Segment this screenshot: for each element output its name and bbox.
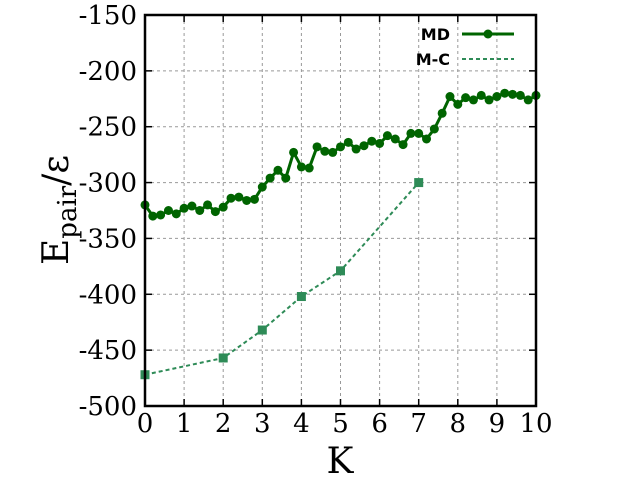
data-point-md [234,192,244,202]
y-axis-title-main: E [36,239,77,265]
data-point-md [218,202,228,212]
data-point-md [359,141,369,151]
data-point-md [320,146,330,156]
data-point-md [195,206,205,215]
data-point-md [312,142,322,152]
data-point-m-c [296,292,306,302]
data-point-m-c [218,353,228,363]
ticks: 0 1 2 3 4 5 6 7 8 9 10 -150 -200 -250 -300 -350 -400 -450… [79,1,553,439]
data-point-md [242,195,252,205]
legend-marker-md [483,29,493,39]
series-md [140,88,541,221]
data-point-md [468,95,478,105]
data-point-md [382,131,392,141]
x-tick-label: 9 [489,409,506,439]
data-point-m-c [257,325,267,335]
data-point-md [484,95,494,105]
data-point-md [226,193,236,203]
y-tick-label: -400 [79,280,137,310]
series-line-m-c [144,181,420,376]
data-point-md [265,173,275,183]
data-point-md [398,140,408,150]
x-tick-label: 2 [215,409,232,439]
data-point-md [508,89,518,99]
data-point-md [289,147,299,157]
data-point-md [179,203,189,213]
data-point-md [429,124,439,134]
x-tick-label: 8 [450,409,467,439]
data-point-md [203,200,213,210]
y-axis-title-tail: /ε [36,155,77,186]
data-point-md [257,182,267,192]
data-point-md [461,93,471,103]
data-point-m-c [336,266,345,276]
x-tick-label: 1 [176,409,193,439]
y-tick-label: -350 [79,224,137,254]
data-point-md [296,162,306,172]
data-point-md [156,210,166,220]
y-tick-label: -200 [79,57,137,87]
grid [145,15,536,406]
data-point-md [273,165,283,175]
x-tick-label: 0 [137,409,154,439]
data-point-md [476,90,486,100]
y-tick-label: -150 [79,1,137,31]
data-point-md [437,108,447,118]
data-point-md [336,142,345,152]
data-point-md [210,207,220,217]
data-point-md [422,134,432,144]
data-point-md [163,206,173,215]
data-point-md [249,194,259,204]
x-axis-title: K [327,441,355,480]
x-tick-label: 6 [371,409,388,439]
data-point-md [515,90,525,100]
data-point-md [343,137,353,147]
data-point-md [367,136,377,146]
y-tick-label: -450 [79,336,137,366]
series-layer [140,88,541,380]
data-point-md [281,173,291,183]
y-tick-label: -250 [79,113,137,143]
x-tick-label: 7 [410,409,427,439]
legend: MD M-C [416,25,514,69]
data-point-md [453,99,463,109]
y-tick-label: -300 [79,169,137,199]
x-tick-label: 3 [254,409,271,439]
data-point-md [414,128,424,138]
data-point-md [445,92,455,102]
data-point-md [171,209,181,219]
y-tick-label: -500 [79,392,137,422]
data-point-md [523,95,533,105]
data-point-md [351,144,361,154]
data-point-md [148,211,158,221]
data-point-md [406,128,416,138]
x-tick-label: 5 [332,409,349,439]
data-point-md [390,134,400,144]
x-tick-label: 4 [293,409,310,439]
y-axis-title: Epair/ε [36,155,83,265]
data-point-md [328,147,338,157]
data-point-md [187,201,197,211]
data-point-md [375,138,385,148]
data-point-md [304,163,314,173]
data-point-m-c [414,178,424,188]
legend-label-md: MD [421,25,450,44]
y-axis-title-sub: pair [53,185,83,238]
x-tick-label: 10 [519,409,552,439]
data-point-md [500,88,510,98]
data-point-md [492,92,502,102]
legend-label-m-c: M-C [416,50,450,69]
